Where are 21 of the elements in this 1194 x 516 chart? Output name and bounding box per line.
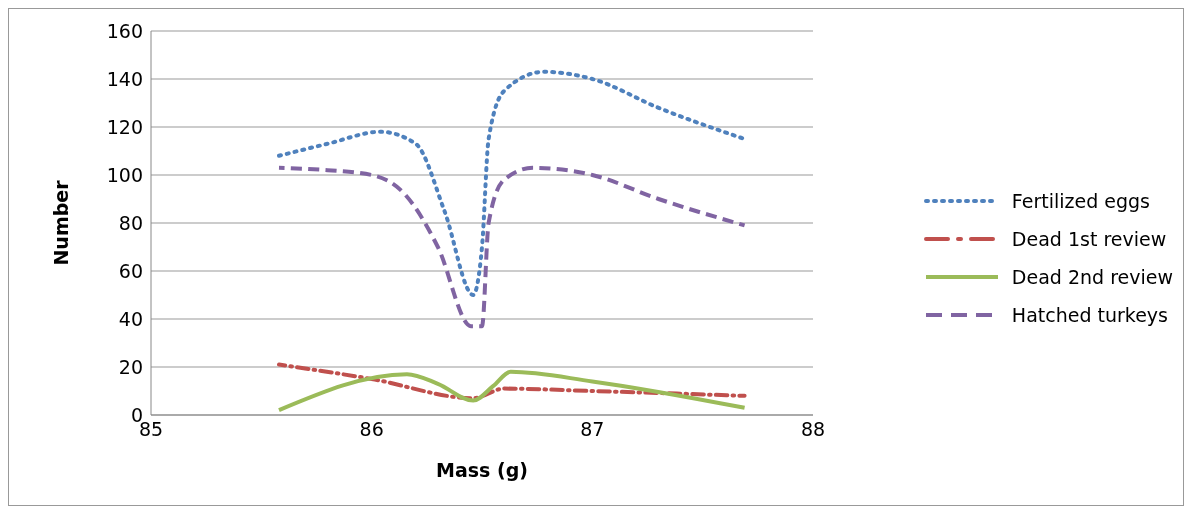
x-tick-label: 86 bbox=[359, 418, 384, 441]
y-tick-label: 40 bbox=[118, 307, 143, 330]
line-series bbox=[276, 69, 747, 297]
y-tick-label: 160 bbox=[106, 19, 143, 42]
y-axis-title: Number bbox=[49, 179, 72, 266]
y-tick-label: 120 bbox=[106, 115, 143, 138]
x-tick-label: 87 bbox=[580, 418, 605, 441]
y-tick-label: 140 bbox=[106, 67, 143, 90]
legend-label: Dead 2nd review bbox=[1011, 266, 1173, 288]
line-series bbox=[276, 369, 747, 413]
legend-label: Hatched turkeys bbox=[1011, 304, 1168, 326]
line-series bbox=[276, 362, 747, 401]
legend-label: Fertilized eggs bbox=[1011, 190, 1151, 212]
y-tick-label: 80 bbox=[118, 211, 143, 234]
y-tick-label: 60 bbox=[118, 259, 143, 282]
x-axis-title: Mass (g) bbox=[436, 459, 528, 481]
y-tick-label: 100 bbox=[106, 163, 143, 186]
legend-label: Dead 1st review bbox=[1011, 228, 1167, 250]
y-tick-label: 20 bbox=[118, 355, 143, 378]
x-tick-label: 88 bbox=[800, 418, 826, 441]
line-series bbox=[276, 165, 747, 329]
